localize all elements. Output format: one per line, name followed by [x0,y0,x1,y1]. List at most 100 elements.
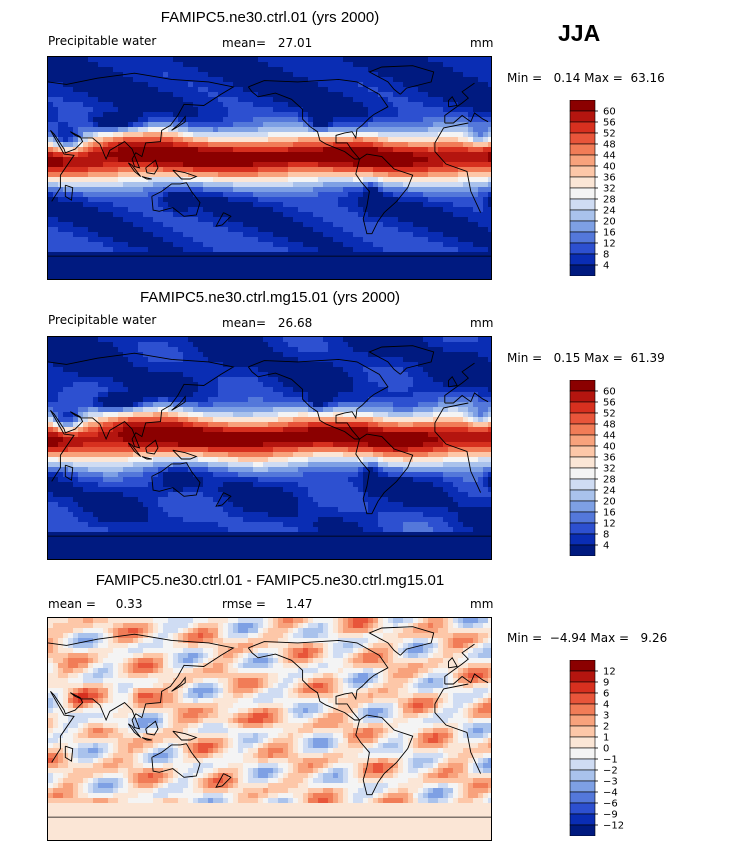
field-cell [418,232,424,238]
field-cell [308,67,314,73]
field-cell [63,257,69,263]
field-cell [428,362,434,368]
field-cell [73,372,79,378]
field-cell [328,92,334,98]
field-cell [348,352,354,358]
field-cell [178,237,184,243]
field-cell [163,202,169,208]
field-cell [253,182,259,188]
field-cell [343,222,349,228]
field-cell [198,147,204,153]
field-cell [98,117,104,123]
field-cell [478,237,484,243]
field-cell [228,182,234,188]
colorbar-swatch [569,220,596,233]
field-cell [63,72,69,78]
field-cell [218,212,224,218]
field-cell [203,377,209,383]
field-cell [343,337,349,343]
field-cell [223,237,229,243]
field-cell [393,227,399,233]
field-cell [158,257,164,263]
field-cell [148,257,154,263]
field-cell [213,212,219,218]
field-cell [483,152,489,158]
field-cell [73,172,79,178]
field-cell [228,177,234,183]
field-cell [483,132,489,138]
field-cell [168,352,174,358]
field-cell [228,107,234,113]
field-cell [103,157,109,163]
field-cell [238,227,244,233]
field-cell [93,377,99,383]
field-cell [453,352,459,358]
field-cell [73,237,79,243]
field-cell [223,197,229,203]
field-cell [348,217,354,223]
field-cell [253,347,259,353]
field-cell [388,122,394,128]
field-cell [153,132,159,138]
field-cell [313,177,319,183]
field-cell [338,217,344,223]
field-cell [243,262,249,268]
field-cell [78,152,84,158]
field-cell [363,147,369,153]
field-cell [103,277,109,279]
field-cell [158,197,164,203]
field-cell [198,272,204,278]
field-cell [133,57,139,63]
field-cell [103,212,109,218]
field-cell [143,97,149,103]
field-cell [323,342,329,348]
field-cell [353,382,359,388]
field-cell [178,252,184,258]
field-cell [358,207,364,213]
field-cell [168,252,174,258]
field-cell [118,237,124,243]
field-cell [98,157,104,163]
field-cell [328,267,334,273]
field-cell [433,157,439,163]
field-cell [103,137,109,143]
field-cell [288,367,294,373]
field-cell [438,242,444,248]
field-cell [293,87,299,93]
field-cell [158,67,164,73]
field-cell [343,157,349,163]
field-cell [328,72,334,78]
field-cell [363,277,369,279]
field-cell [338,237,344,243]
field-cell [178,82,184,88]
field-cell [288,357,294,363]
field-cell [243,357,249,363]
field-cell [173,72,179,78]
field-cell [173,342,179,348]
field-cell [368,252,374,258]
field-cell [478,67,484,73]
field-cell [243,132,249,138]
field-cell [63,242,69,248]
field-cell [178,142,184,148]
field-cell [318,147,324,153]
field-cell [93,162,99,168]
field-cell [58,97,64,103]
field-cell [418,97,424,103]
field-cell [123,367,129,373]
field-cell [393,277,399,279]
field-cell [468,137,474,143]
field-cell [373,82,379,88]
field-cell [443,247,449,253]
field-cell [193,132,199,138]
field-cell [463,67,469,73]
field-cell [118,262,124,268]
field-cell [488,252,491,258]
field-cell [333,237,339,243]
field-cell [433,262,439,268]
field-cell [68,247,74,253]
field-cell [373,247,379,253]
field-cell [363,182,369,188]
field-cell [448,347,454,353]
field-cell [323,97,329,103]
